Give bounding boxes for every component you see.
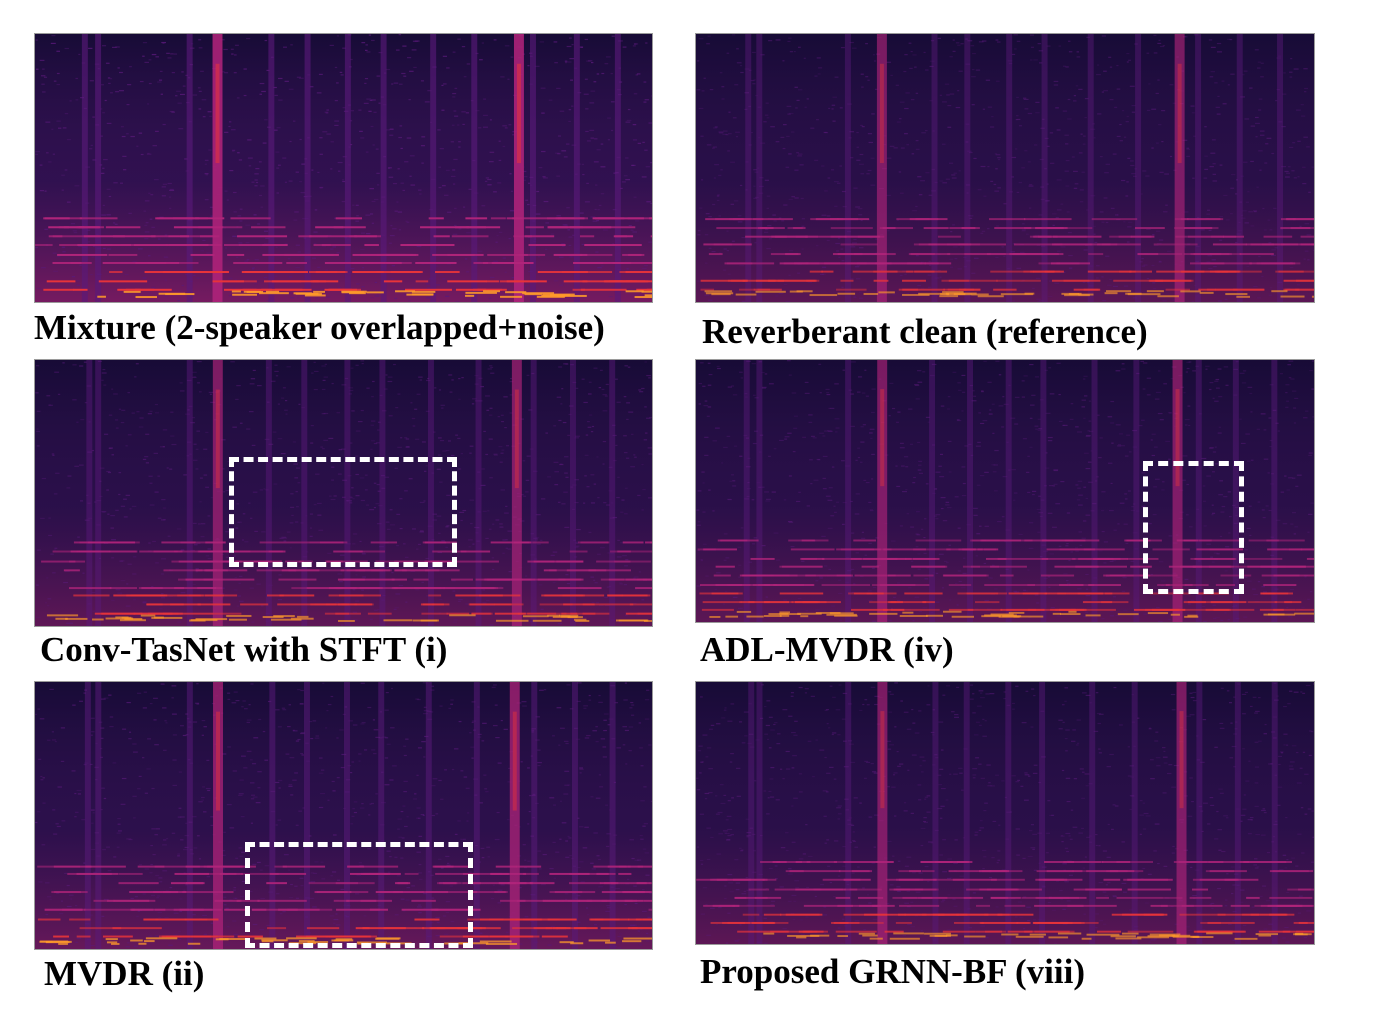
- caption-convtasnet: Conv-TasNet with STFT (i): [40, 630, 448, 669]
- spectrogram-grnn-bf: [695, 681, 1315, 945]
- spectrogram-mixture: [34, 33, 653, 303]
- caption-grnn-bf: Proposed GRNN-BF (viii): [700, 952, 1085, 991]
- caption-mvdr: MVDR (ii): [44, 954, 205, 993]
- spectrogram-reference: [695, 33, 1315, 303]
- caption-adl-mvdr: ADL-MVDR (iv): [700, 630, 954, 669]
- highlight-box-adl-mvdr: [1143, 461, 1244, 594]
- spectrogram-adl-mvdr: [695, 359, 1315, 623]
- caption-reference: Reverberant clean (reference): [702, 312, 1148, 351]
- spectrogram-mvdr: [34, 681, 653, 950]
- highlight-box-mvdr: [245, 842, 473, 948]
- highlight-box-convtasnet: [229, 457, 457, 567]
- caption-mixture: Mixture (2-speaker overlapped+noise): [34, 308, 605, 347]
- spectrogram-convtasnet: [34, 359, 653, 627]
